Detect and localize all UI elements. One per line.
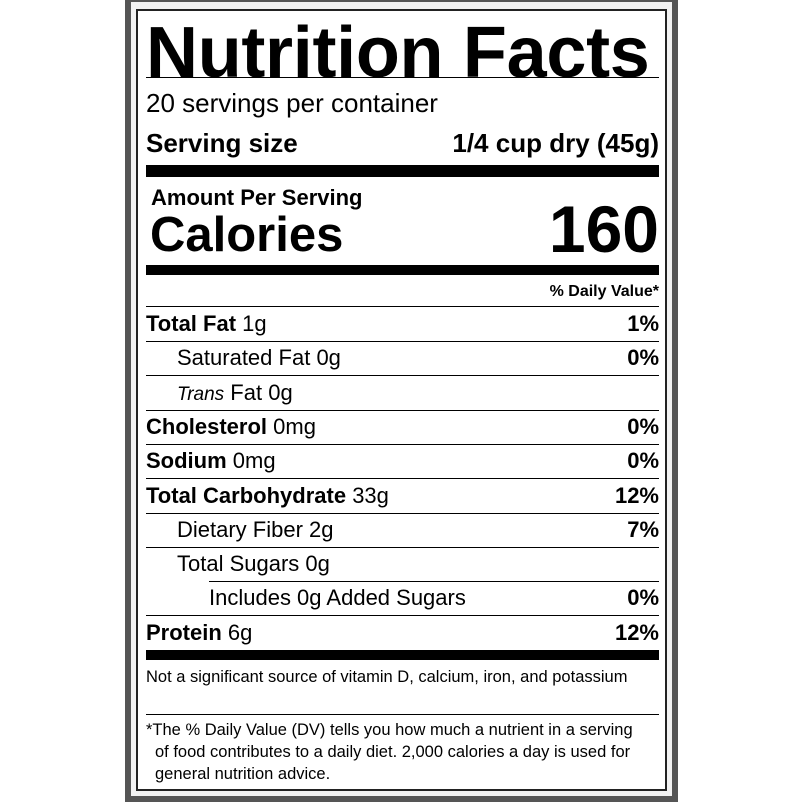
amount-per-serving: Amount Per Serving (151, 185, 363, 210)
divider (146, 512, 659, 514)
divider (146, 375, 659, 377)
divider (146, 409, 659, 411)
nutrient-amount: 0g (268, 379, 293, 405)
nutrient-name: Saturated Fat (177, 345, 311, 371)
nutrient-name: Dietary Fiber (177, 516, 303, 542)
divider (146, 341, 659, 342)
nutrient-row: Includes 0g Added Sugars 0% (146, 581, 659, 615)
nutrient-label: Total Sugars 0g (146, 551, 330, 576)
divider (146, 714, 659, 715)
nutrient-row: Total Carbohydrate 33g 12% (146, 479, 659, 513)
nutrient-row: Trans Fat 0g (146, 376, 659, 410)
nutrient-daily-value: 0% (627, 345, 659, 371)
nutrient-daily-value: 0% (627, 413, 659, 439)
daily-value-header: % Daily Value* (549, 283, 659, 300)
nutrient-label: Sodium 0mg (146, 448, 276, 473)
divider (146, 443, 659, 445)
serving-size-value: 1/4 cup dry (45g) (452, 128, 659, 158)
divider (146, 615, 659, 617)
nutrient-name: Cholesterol (146, 413, 268, 439)
nutrient-daily-value: 0% (627, 585, 659, 611)
nutrient-name-italic: Trans (177, 383, 225, 405)
divider (146, 478, 659, 480)
nutrient-label: Dietary Fiber 2g (146, 517, 334, 542)
nutrient-daily-value: 1% (627, 311, 659, 336)
nutrient-label: Total Fat 1g (146, 311, 267, 336)
nutrient-name: Sodium (146, 448, 227, 474)
nutrient-name: Protein (146, 619, 222, 645)
footnote: *The % Daily Value (DV) tells you how mu… (146, 719, 635, 785)
nutrient-name: Total Fat (146, 311, 237, 336)
nutrient-amount: 0g (305, 551, 330, 577)
divider (146, 546, 659, 548)
divider (146, 77, 659, 78)
serving-size-row: Serving size 1/4 cup dry (45g) (146, 127, 659, 159)
nutrient-name: Total Sugars (177, 551, 300, 577)
nutrient-daily-value: 7% (627, 516, 659, 542)
nutrient-row: Dietary Fiber 2g 7% (146, 513, 659, 547)
nutrient-row: Saturated Fat 0g 0% (146, 341, 659, 375)
nutrient-amount: 6g (227, 619, 253, 645)
nutrient-amount: 2g (309, 516, 334, 542)
nutrient-daily-value: 12% (614, 482, 659, 508)
nutrient-amount: 0mg (232, 448, 276, 474)
thick-divider (146, 165, 659, 177)
nutrient-name: Total Carbohydrate (146, 482, 347, 508)
footnote-text: The % Daily Value (DV) tells you how muc… (152, 721, 633, 783)
nutrient-row: Protein 6g 12% (146, 616, 659, 650)
nutrient-row: Total Fat 1g 1% (146, 307, 659, 341)
nutrient-label: Protein 6g (146, 620, 252, 645)
nutrition-facts-label: Nutrition Facts 20 servings per containe… (136, 9, 667, 791)
nutrient-label: Trans Fat 0g (146, 380, 293, 405)
nutrient-row: Sodium 0mg 0% (146, 444, 659, 478)
nutrient-row: Total Sugars 0g (146, 547, 659, 581)
nutrient-label: Total Carbohydrate 33g (146, 483, 389, 508)
nutrient-daily-value: 0% (627, 448, 659, 474)
thick-divider (146, 650, 659, 660)
nutrient-amount: 0mg (273, 413, 316, 439)
calories-value: 160 (548, 192, 659, 266)
label-title: Nutrition Facts (146, 13, 650, 93)
nutrient-daily-value: 12% (614, 619, 659, 645)
nutrient-label: Cholesterol 0mg (146, 414, 316, 439)
nutrient-label: Includes 0g Added Sugars (146, 585, 466, 610)
divider (209, 581, 659, 583)
nutrient-amount: 0g (316, 345, 341, 371)
servings-per-container: 20 servings per container (146, 88, 438, 118)
footnote-asterisk: * (146, 721, 153, 739)
thick-divider (146, 265, 659, 275)
nutrient-label: Saturated Fat 0g (146, 345, 341, 370)
calories-label: Calories (150, 208, 344, 262)
serving-size-label: Serving size (146, 128, 298, 158)
divider (146, 306, 659, 307)
nutrient-amount: 1g (242, 311, 267, 336)
nutrient-amount: 33g (352, 482, 389, 508)
nutrient-name: Fat (230, 379, 263, 405)
nutrient-name: Includes 0g Added Sugars (209, 585, 466, 611)
nutrient-row: Cholesterol 0mg 0% (146, 410, 659, 444)
vitamin-note: Not a significant source of vitamin D, c… (146, 668, 628, 686)
